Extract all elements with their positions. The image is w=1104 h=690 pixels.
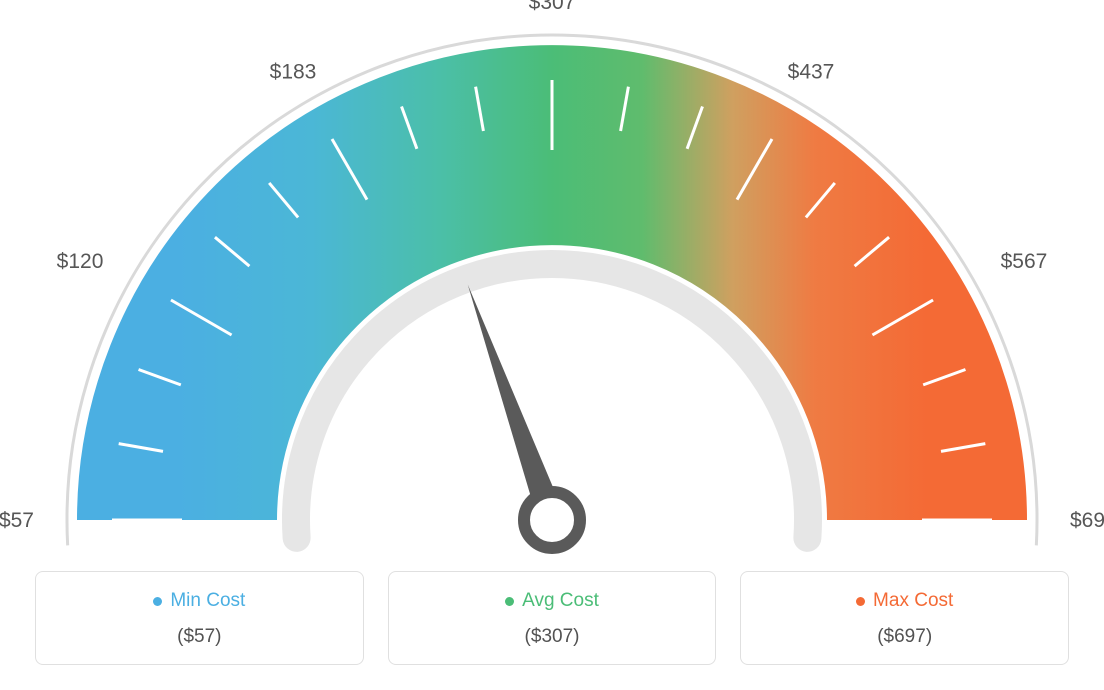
legend-max-title: Max Cost (856, 590, 953, 612)
legend-avg-label: Avg Cost (522, 590, 599, 612)
gauge-tick-label: $57 (0, 509, 34, 532)
gauge-tick-label: $120 (57, 250, 104, 273)
legend-avg-title: Avg Cost (505, 590, 599, 612)
gauge-tick-label: $697 (1070, 509, 1104, 532)
legend-max-label: Max Cost (873, 590, 953, 612)
gauge-tick-label: $307 (529, 0, 576, 14)
legend-avg-box: Avg Cost ($307) (388, 571, 717, 665)
legend-max-dot (856, 597, 865, 606)
legend-min-value: ($57) (46, 626, 353, 648)
legend-min-title: Min Cost (153, 590, 245, 612)
cost-gauge-chart: $57 $120 $183 $307 $437 $567 $697 Min Cost ($5… (0, 0, 1104, 690)
legend-avg-value: ($307) (399, 626, 706, 648)
gauge-tick-label: $183 (270, 60, 317, 83)
legend-max-value: ($697) (751, 626, 1058, 648)
legend-row: Min Cost ($57) Avg Cost ($307) Max Cost … (35, 571, 1069, 665)
gauge-svg: $57 $120 $183 $307 $437 $567 $697 (0, 0, 1104, 560)
legend-min-box: Min Cost ($57) (35, 571, 364, 665)
legend-min-label: Min Cost (170, 590, 245, 612)
gauge-needle-hub (524, 492, 580, 548)
legend-min-dot (153, 597, 162, 606)
gauge-tick-label: $567 (1001, 250, 1048, 273)
gauge-tick-label: $437 (788, 60, 835, 83)
legend-avg-dot (505, 597, 514, 606)
legend-max-box: Max Cost ($697) (740, 571, 1069, 665)
